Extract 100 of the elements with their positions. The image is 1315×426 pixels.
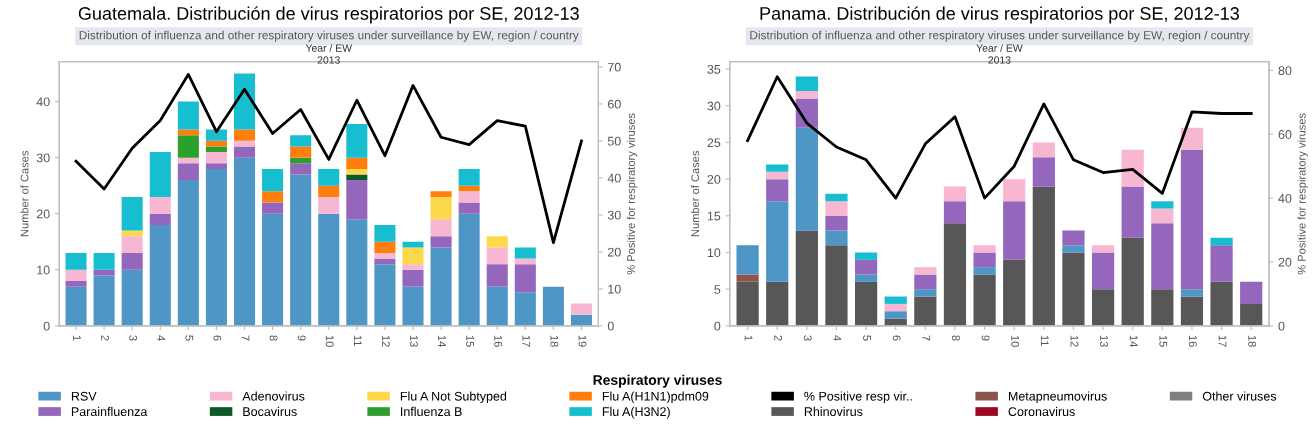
bar <box>854 252 878 260</box>
bar <box>914 289 937 297</box>
bar <box>766 164 789 172</box>
y-tick-label: 5 <box>714 285 721 294</box>
bar <box>766 179 789 202</box>
bar <box>1032 142 1055 158</box>
bar <box>825 245 848 326</box>
chart-subtitle: Distribution of influenza and other respiratory viruses under surveillance by EW, region / country <box>79 30 579 42</box>
bar <box>1180 296 1204 326</box>
bar <box>262 191 284 203</box>
x-tick-label: 1 <box>73 335 81 341</box>
bar <box>1062 252 1085 326</box>
chart-title: Guatemala. Distribución de virus respiratorios por SE, 2012-13 <box>78 6 579 24</box>
bar <box>177 180 199 326</box>
bar <box>458 202 480 214</box>
x-tick-label: 16 <box>1188 335 1197 347</box>
legend-label: Flu A(H1N1)pdm09 <box>602 391 709 404</box>
annotation: 2013 <box>988 56 1011 64</box>
x-tick-label: 10 <box>1011 335 1020 347</box>
bar <box>374 224 396 242</box>
bar <box>1240 281 1263 304</box>
y2-axis-title: % Positive for respiratory viruses <box>626 113 638 275</box>
x-tick-label: 17 <box>1218 335 1227 347</box>
bar <box>290 146 312 158</box>
bar <box>121 196 143 231</box>
bar <box>402 241 424 248</box>
bar <box>430 196 452 220</box>
y-tick-label: 35 <box>707 64 721 74</box>
bar <box>65 281 87 287</box>
x-tick-label: 19 <box>578 335 587 347</box>
x-tick-label: 6 <box>892 335 901 341</box>
bar <box>736 281 759 326</box>
bar <box>290 174 312 326</box>
bar <box>318 196 340 214</box>
legend-label: Rhinovirus <box>804 406 863 417</box>
bar <box>346 174 368 181</box>
x-tick-label: 16 <box>494 335 503 347</box>
x-tick-label: 9 <box>297 335 306 341</box>
x-tick-label: 10 <box>325 335 334 347</box>
bar <box>1151 201 1174 209</box>
y-tick-label: 25 <box>707 138 721 148</box>
bar <box>430 236 452 248</box>
x-tick-label: 1 <box>744 335 753 341</box>
bar <box>402 269 424 287</box>
bar <box>205 168 227 326</box>
y2-tick-label: 20 <box>1278 257 1292 267</box>
bar <box>1151 289 1174 326</box>
bar <box>262 213 284 326</box>
bar <box>121 269 143 326</box>
y2-tick-label: 60 <box>607 99 621 109</box>
y-tick-label: 40 <box>36 97 50 107</box>
y-tick-label: 20 <box>707 174 721 184</box>
bar <box>914 267 937 275</box>
bar <box>914 296 937 326</box>
x-tick-label: 3 <box>129 335 138 341</box>
bar <box>149 196 171 214</box>
bar <box>346 219 368 326</box>
bar <box>514 247 536 259</box>
bar <box>1091 289 1115 326</box>
bar <box>1003 179 1026 202</box>
bar <box>346 124 368 158</box>
legend-label: Bocavirus <box>243 406 297 417</box>
bar <box>290 163 312 175</box>
line-series <box>74 72 583 245</box>
x-tick-label: 4 <box>157 335 166 341</box>
bar <box>374 252 396 259</box>
bar <box>177 163 199 181</box>
x-tick-label: 13 <box>1100 335 1108 347</box>
bar <box>1151 223 1174 290</box>
y2-tick-label: 20 <box>607 247 621 257</box>
bar <box>430 219 452 237</box>
bar <box>514 264 536 293</box>
y2-tick-label: 40 <box>607 173 621 183</box>
bar <box>65 286 87 326</box>
bar <box>458 168 480 186</box>
bar <box>430 191 452 197</box>
bar <box>943 223 967 326</box>
bar <box>177 135 199 158</box>
bar <box>262 202 284 214</box>
bar <box>149 213 171 225</box>
bar <box>825 201 848 216</box>
chart-title: Panama. Distribución de virus respiratorios por SE, 2012-13 <box>760 6 1239 24</box>
bar <box>795 91 818 99</box>
bar <box>1062 245 1085 253</box>
x-tick-label: 17 <box>522 335 531 347</box>
bar <box>149 224 171 326</box>
bar <box>1091 245 1115 253</box>
bar <box>1240 303 1263 326</box>
x-tick-label: 7 <box>241 335 250 341</box>
bar <box>854 274 878 282</box>
bar <box>884 303 907 312</box>
bar <box>973 274 996 326</box>
bar <box>402 247 424 265</box>
y2-tick-label: 60 <box>1278 130 1292 139</box>
bar <box>93 252 115 270</box>
bar <box>825 215 848 231</box>
x-tick-label: 13 <box>410 335 418 347</box>
x-tick-label: 14 <box>1129 335 1138 347</box>
bar <box>205 152 227 164</box>
x-tick-label: 4 <box>833 335 842 341</box>
